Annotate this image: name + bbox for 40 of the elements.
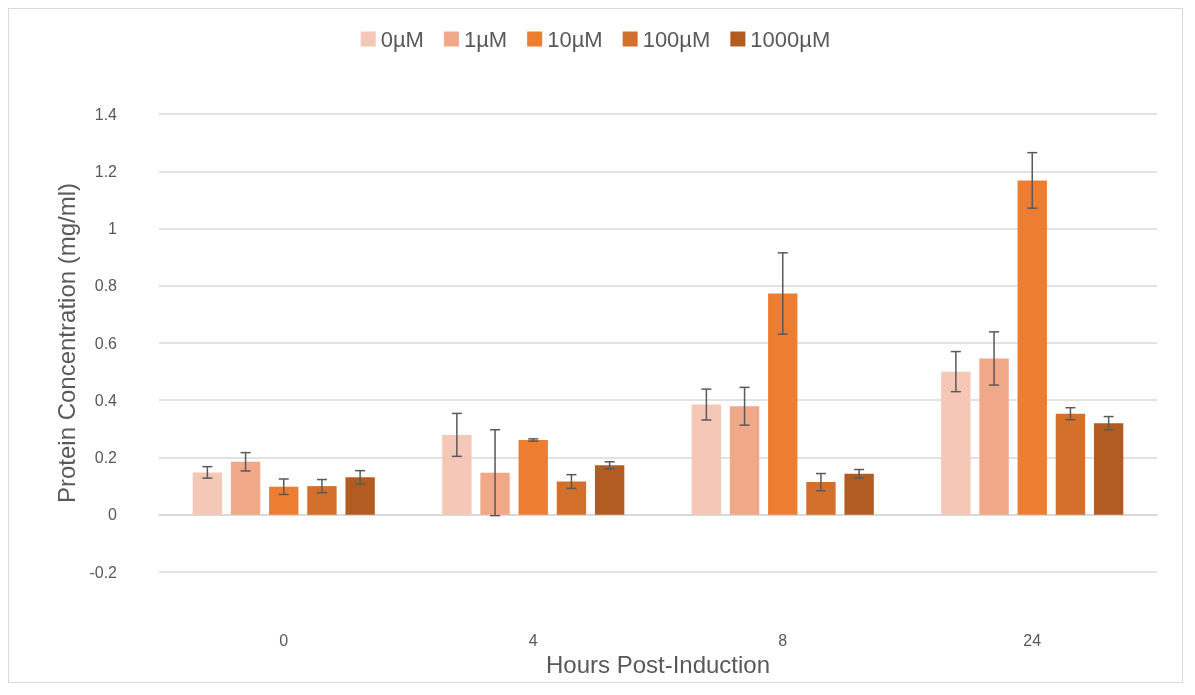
legend-label: 1000µM bbox=[750, 26, 831, 52]
y-tick-label: 0.6 bbox=[94, 334, 118, 352]
y-tick-label: 0.8 bbox=[94, 277, 118, 295]
bar bbox=[442, 434, 472, 515]
legend-label: 1µM bbox=[463, 26, 508, 52]
bar bbox=[230, 461, 261, 515]
bar bbox=[1055, 413, 1086, 515]
x-tick-label: 4 bbox=[528, 631, 538, 649]
bar bbox=[556, 481, 587, 515]
y-tick-label: 0 bbox=[108, 506, 118, 524]
bar bbox=[192, 472, 223, 515]
legend-label: 100µM bbox=[642, 26, 711, 52]
y-tick-label: 0.2 bbox=[94, 449, 118, 466]
bar bbox=[691, 404, 722, 515]
x-axis-title: Hours Post-Induction bbox=[545, 651, 771, 679]
y-axis-title: Protein Concentration (mg/ml) bbox=[53, 182, 81, 504]
x-tick-label: 8 bbox=[778, 631, 788, 649]
y-tick-label: 0.4 bbox=[94, 391, 118, 409]
y-tick-label: -0.2 bbox=[89, 563, 118, 581]
legend-label: 0µM bbox=[380, 26, 424, 52]
bar bbox=[480, 472, 510, 515]
y-tick-label: 1 bbox=[108, 220, 118, 237]
legend-label: 10µM bbox=[547, 26, 603, 52]
bar bbox=[345, 477, 375, 515]
bar bbox=[307, 486, 337, 515]
bar bbox=[1017, 180, 1047, 515]
bar bbox=[1093, 423, 1124, 515]
bar bbox=[518, 440, 548, 515]
bar bbox=[729, 406, 760, 515]
bar bbox=[806, 482, 836, 515]
bar bbox=[269, 486, 299, 515]
bar bbox=[979, 358, 1009, 515]
y-tick-label: 1.2 bbox=[94, 162, 118, 180]
bar bbox=[941, 371, 971, 515]
x-tick-label: 0 bbox=[279, 631, 289, 649]
bar bbox=[844, 473, 874, 515]
x-tick-label: 24 bbox=[1023, 631, 1042, 649]
y-tick-label: 1.4 bbox=[94, 105, 118, 123]
bar bbox=[768, 293, 798, 515]
bar bbox=[594, 465, 625, 515]
